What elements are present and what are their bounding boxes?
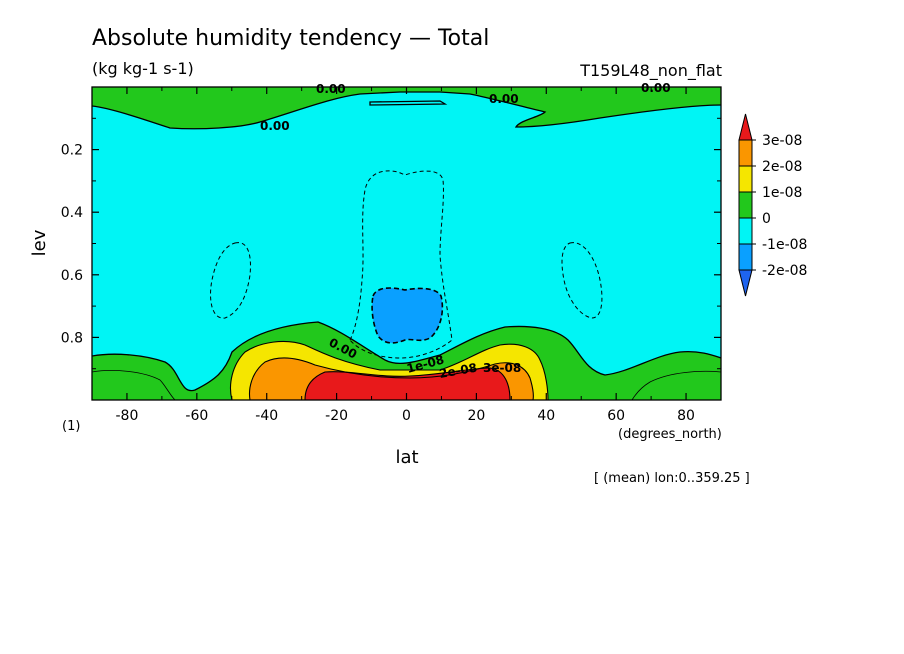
field-upper-positive — [92, 87, 721, 129]
y-axis: 0.2 0.4 0.6 0.8 — [61, 117, 721, 370]
colorbar-label: 1e-08 — [762, 185, 802, 201]
field-background-negative — [92, 87, 721, 400]
colorbar: 3e-08 2e-08 1e-08 0 -1e-08 -2e-08 — [738, 113, 807, 297]
x-tick-label: 40 — [537, 408, 555, 424]
colorbar-label: 2e-08 — [762, 159, 802, 175]
x-tick-label: -80 — [116, 408, 139, 424]
contour-zero-lower — [92, 321, 721, 392]
contour-negative-outer — [349, 170, 453, 359]
contour-negative-inner — [371, 287, 444, 344]
contour-fields — [92, 87, 721, 400]
contour-label-zero-left: 0.00 — [260, 119, 290, 133]
x-tick-label: 60 — [607, 408, 625, 424]
contour-positive-thin-right — [631, 370, 721, 400]
contour-label-zero-top: 0.00 — [316, 82, 346, 96]
y-tick-label: 0.4 — [61, 205, 83, 221]
chart-title: Absolute humidity tendency — Total — [92, 26, 489, 51]
contour-zero-strip — [369, 100, 448, 106]
colorbar-segment — [738, 217, 753, 245]
colorbar-segment — [738, 243, 753, 271]
colorbar-label: -1e-08 — [762, 237, 807, 253]
colorbar-label: -2e-08 — [762, 263, 807, 279]
contour-label-zero-topright: 0.00 — [641, 81, 671, 95]
x-tick-label: -20 — [325, 408, 348, 424]
x-axis-label: lat — [395, 447, 418, 468]
x-axis-units: (degrees_north) — [618, 427, 722, 442]
contour-lines — [92, 91, 721, 400]
x-tick-label: 80 — [677, 408, 695, 424]
colorbar-label: 0 — [762, 211, 771, 227]
contour-zero-upper — [92, 91, 721, 130]
colorbar-segment — [738, 165, 753, 193]
contour-yellow-edge — [229, 340, 549, 400]
colorbar-segment — [738, 139, 753, 167]
contour-red-edge — [304, 367, 511, 400]
contour-orange-edge — [248, 357, 534, 400]
contour-positive-thin-left — [92, 370, 176, 400]
experiment-label: T159L48_non_flat — [579, 61, 722, 81]
colorbar-label: 3e-08 — [762, 133, 802, 149]
contour-label-zero-topmid: 0.00 — [489, 92, 519, 106]
chart-units: (kg kg-1 s-1) — [92, 59, 194, 78]
colorbar-top-arrow — [738, 113, 753, 141]
contour-negative-right — [561, 242, 603, 319]
contour-label-2e08: 2e-08 — [438, 361, 478, 381]
x-tick-label: 20 — [467, 408, 485, 424]
field-red — [305, 368, 510, 400]
averaging-note: [ (mean) lon:0..359.25 ] — [594, 471, 750, 486]
contour-label-3e08: 3e-08 — [483, 361, 521, 375]
y-tick-label: 0.2 — [61, 143, 83, 159]
x-tick-label: 0 — [402, 408, 411, 424]
x-tick-label: -60 — [185, 408, 208, 424]
y-axis-label: lev — [29, 229, 50, 256]
x-axis: -80 -60 -40 -20 0 20 40 60 80 — [91, 87, 722, 424]
y-tick-label: 0.6 — [61, 268, 83, 284]
y-axis-units: (1) — [62, 419, 80, 434]
y-tick-label: 0.8 — [61, 330, 83, 346]
contour-negative-left — [210, 242, 251, 319]
colorbar-segment — [738, 191, 753, 219]
field-negative-blue — [372, 288, 443, 343]
x-tick-label: -40 — [255, 408, 278, 424]
colorbar-bottom-arrow — [738, 269, 753, 297]
